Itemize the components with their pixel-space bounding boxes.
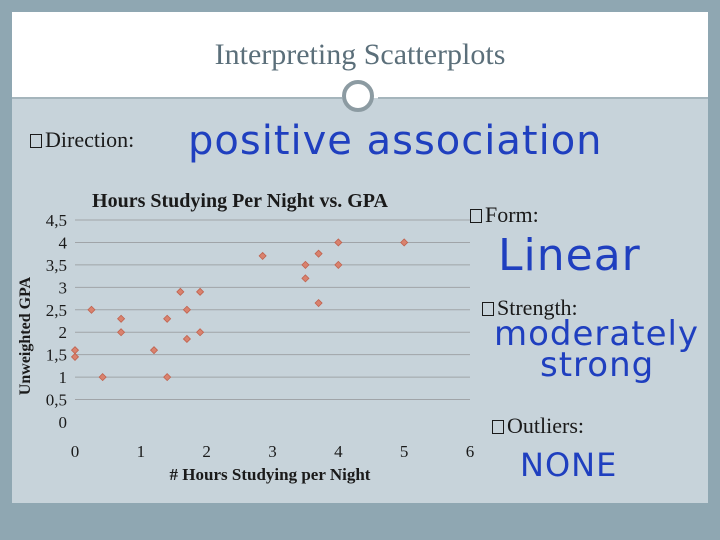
chart-title: Hours Studying Per Night vs. GPA <box>92 190 389 212</box>
data-point <box>301 260 310 269</box>
data-point <box>163 373 172 382</box>
y-tick-label: 4,5 <box>46 211 67 230</box>
scatter-chart: Hours Studying Per Night vs. GPA Unweigh… <box>17 190 475 484</box>
strength-answer-line1: moderately <box>494 314 700 354</box>
strength-bullet: Strength: <box>482 295 578 321</box>
x-tick-labels: 0 1 2 3 4 5 6 <box>71 442 475 461</box>
y-tick-label: 1,5 <box>46 346 67 365</box>
x-tick-label: 1 <box>137 442 146 461</box>
y-tick-label: 2 <box>59 323 68 342</box>
data-point <box>182 305 191 314</box>
form-label: Form: <box>485 202 539 227</box>
data-point <box>334 238 343 247</box>
gridlines <box>75 219 470 401</box>
x-tick-label: 3 <box>268 442 277 461</box>
direction-bullet: Direction: <box>30 127 134 153</box>
y-tick-label: 3 <box>59 278 68 297</box>
data-point <box>182 334 191 344</box>
direction-answer: positive association <box>188 118 603 164</box>
y-tick-label: 4 <box>59 233 68 252</box>
data-point <box>70 346 80 355</box>
bullet-box-icon <box>470 209 482 223</box>
x-tick-label: 5 <box>400 442 409 461</box>
data-point <box>87 305 96 314</box>
outliers-bullet: Outliers: <box>492 413 584 439</box>
data-point <box>196 287 205 296</box>
title-ring-ornament <box>342 80 374 112</box>
data-point <box>149 346 159 355</box>
title-divider-left <box>12 97 342 99</box>
data-point <box>301 274 310 283</box>
data-point <box>70 352 80 361</box>
data-point <box>314 249 323 258</box>
y-tick-label: 2,5 <box>46 301 67 320</box>
data-point <box>163 314 172 323</box>
data-point <box>176 287 185 296</box>
data-point <box>117 314 126 323</box>
data-point <box>98 373 107 382</box>
form-bullet: Form: <box>470 202 539 228</box>
y-tick-label: 3,5 <box>46 256 67 275</box>
content-panel <box>12 98 708 503</box>
data-point <box>117 328 126 337</box>
slide-title: Interpreting Scatterplots <box>214 38 506 71</box>
outliers-answer: NONE <box>520 446 618 484</box>
footer-bar <box>12 503 708 523</box>
data-point <box>400 238 409 247</box>
x-axis-label: # Hours Studying per Night <box>170 465 371 484</box>
y-tick-label: 1 <box>59 368 68 387</box>
y-axis-label: Unweighted GPA <box>17 276 34 395</box>
bullet-box-icon <box>492 420 504 434</box>
bullet-box-icon <box>30 134 42 148</box>
x-tick-label: 0 <box>71 442 80 461</box>
data-point <box>258 251 267 260</box>
strength-label: Strength: <box>497 295 578 320</box>
data-points <box>70 238 409 382</box>
direction-label: Direction: <box>45 127 135 152</box>
y-tick-labels: 0 0,5 1 1,5 2 2,5 3 3,5 4 4,5 <box>46 211 68 432</box>
data-point <box>334 260 343 269</box>
form-answer: Linear <box>498 230 641 281</box>
x-tick-label: 4 <box>334 442 343 461</box>
data-point <box>314 298 323 308</box>
y-tick-label: 0,5 <box>46 391 67 410</box>
strength-answer-line2: strong <box>540 345 655 385</box>
data-point <box>196 328 205 337</box>
y-tick-label: 0 <box>59 413 68 432</box>
bullet-box-icon <box>482 302 494 316</box>
x-tick-label: 2 <box>202 442 211 461</box>
x-tick-label: 6 <box>466 442 475 461</box>
title-divider-right <box>378 97 708 99</box>
outliers-label: Outliers: <box>507 413 584 438</box>
